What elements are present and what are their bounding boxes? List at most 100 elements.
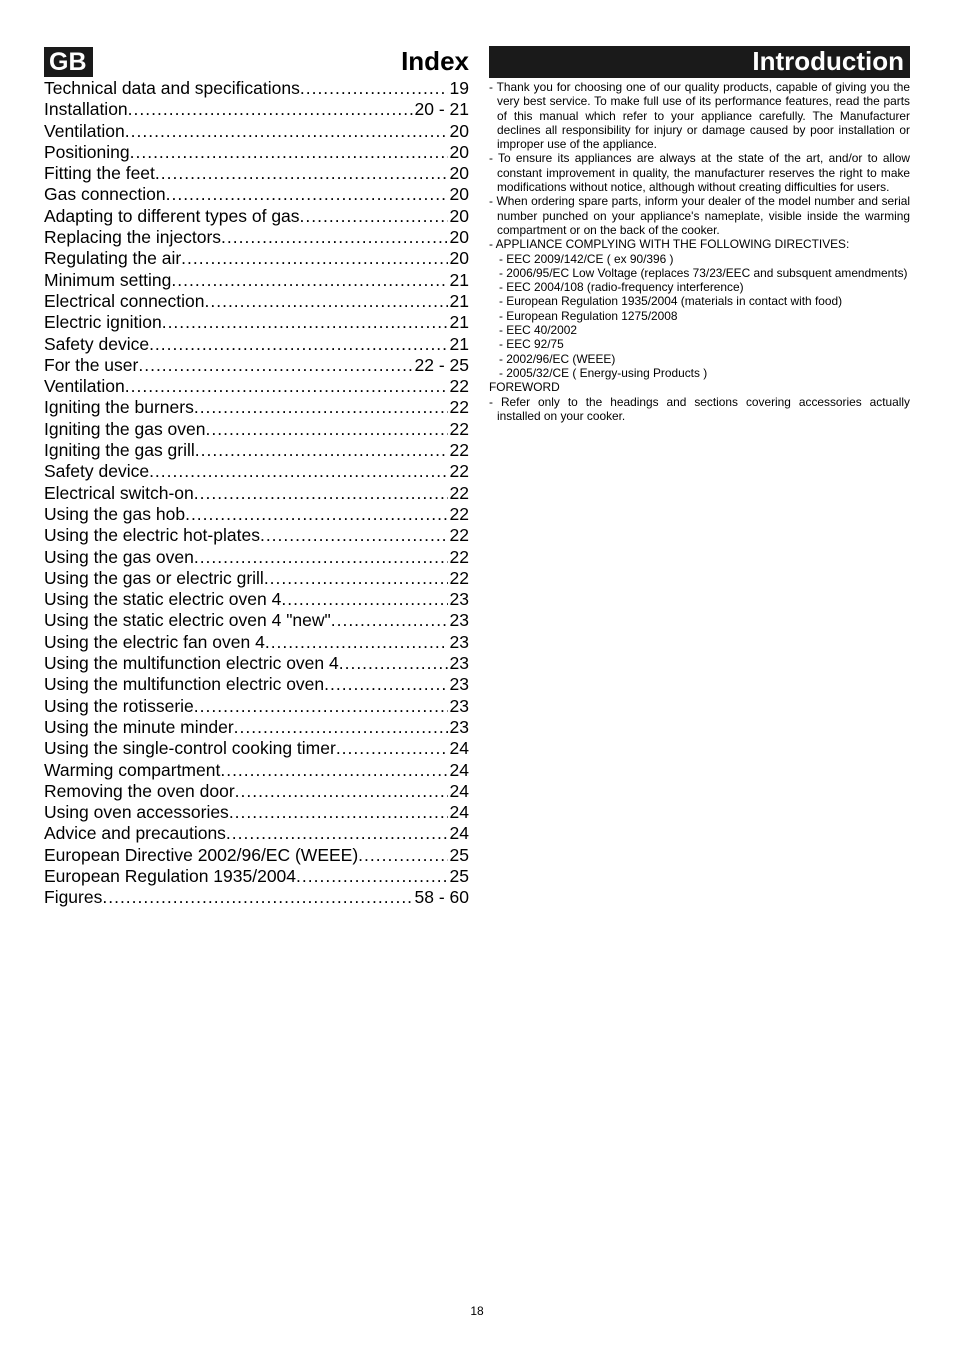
toc-row: Using the electric hot-plates 22 xyxy=(44,525,469,546)
toc-page: 23 xyxy=(448,696,469,717)
directive-item: - EEC 40/2002 xyxy=(489,323,910,337)
toc-row: Using the multifunction electric oven 42… xyxy=(44,653,469,674)
toc-label: Electrical switch-on xyxy=(44,483,194,504)
toc-label: Using the gas or electric grill xyxy=(44,568,264,589)
toc-page: 21 xyxy=(448,312,469,333)
toc-page: 20 xyxy=(448,121,469,142)
toc-row: Ventilation 20 xyxy=(44,121,469,142)
toc-label: Ventilation xyxy=(44,376,125,397)
toc-label: Safety device xyxy=(44,461,149,482)
toc-dots xyxy=(339,653,448,674)
toc-label: Figures xyxy=(44,887,102,908)
toc-page: 23 xyxy=(448,632,469,653)
toc-page: 22 - 25 xyxy=(413,355,469,376)
toc-row: Igniting the gas grill 22 xyxy=(44,440,469,461)
intro-para-3: - When ordering spare parts, inform your… xyxy=(489,194,910,237)
directive-item: - EEC 2004/108 (radio-frequency interfer… xyxy=(489,280,910,294)
toc-dots xyxy=(102,887,412,908)
toc-page: 23 xyxy=(448,610,469,631)
toc-row: Electrical switch-on 22 xyxy=(44,483,469,504)
toc-row: Using the single-control cooking timer24 xyxy=(44,738,469,759)
left-column: GB Index Technical data and specificatio… xyxy=(44,46,469,909)
toc-label: Electric ignition xyxy=(44,312,162,333)
directive-item: - 2002/96/EC (WEEE) xyxy=(489,352,910,366)
toc-row: European Regulation 1935/2004 25 xyxy=(44,866,469,887)
toc-dots xyxy=(155,163,448,184)
page-number: 18 xyxy=(0,1304,954,1318)
foreword-para: - Refer only to the headings and section… xyxy=(489,395,910,424)
gb-chip: GB xyxy=(44,47,93,77)
toc-dots xyxy=(194,483,448,504)
toc-label: Safety device xyxy=(44,334,149,355)
toc-page: 21 xyxy=(448,291,469,312)
toc-label: Minimum setting xyxy=(44,270,171,291)
toc-label: Igniting the gas grill xyxy=(44,440,195,461)
toc-row: Using the multifunction electric oven23 xyxy=(44,674,469,695)
toc-dots xyxy=(166,184,448,205)
toc-page: 24 xyxy=(448,738,469,759)
toc-page: 58 - 60 xyxy=(413,887,469,908)
introduction-title: Introduction xyxy=(489,46,910,78)
toc-label: Technical data and specifications xyxy=(44,78,300,99)
toc-label: Using the gas oven xyxy=(44,547,194,568)
toc-dots xyxy=(226,823,448,844)
toc-page: 24 xyxy=(448,802,469,823)
toc-row: Gas connection20 xyxy=(44,184,469,205)
toc-dots xyxy=(300,78,448,99)
toc-label: Using the multifunction electric oven xyxy=(44,674,324,695)
toc-page: 22 xyxy=(448,397,469,418)
toc-page: 20 xyxy=(448,227,469,248)
toc-row: Using the electric fan oven 423 xyxy=(44,632,469,653)
right-column: Introduction - Thank you for choosing on… xyxy=(489,46,910,909)
toc-label: Positioning xyxy=(44,142,130,163)
toc-dots xyxy=(171,270,447,291)
toc-row: Advice and precautions24 xyxy=(44,823,469,844)
toc-row: Replacing the injectors20 xyxy=(44,227,469,248)
toc-row: Using the minute minder23 xyxy=(44,717,469,738)
toc-dots xyxy=(265,632,448,653)
toc-label: Using the electric hot-plates xyxy=(44,525,260,546)
toc-page: 25 xyxy=(448,866,469,887)
intro-para-1: - Thank you for choosing one of our qual… xyxy=(489,80,910,151)
toc-label: European Directive 2002/96/EC (WEEE) xyxy=(44,845,358,866)
toc-dots xyxy=(358,845,447,866)
toc-dots xyxy=(181,248,447,269)
toc-label: Ventilation xyxy=(44,121,125,142)
toc-row: Adapting to different types of gas20 xyxy=(44,206,469,227)
toc-row: Using the rotisserie23 xyxy=(44,696,469,717)
toc-dots xyxy=(138,355,412,376)
directive-item: - 2005/32/CE ( Energy-using Products ) xyxy=(489,366,910,380)
toc-label: Advice and precautions xyxy=(44,823,226,844)
toc-dots xyxy=(296,866,448,887)
introduction-body: - Thank you for choosing one of our qual… xyxy=(489,80,910,423)
toc-dots xyxy=(331,610,448,631)
toc-dots xyxy=(234,717,448,738)
toc-row: Warming compartment24 xyxy=(44,760,469,781)
toc-page: 22 xyxy=(448,525,469,546)
toc-dots xyxy=(220,760,447,781)
toc-page: 21 xyxy=(448,270,469,291)
toc-label: Fitting the feet xyxy=(44,163,155,184)
toc-label: European Regulation 1935/2004 xyxy=(44,866,296,887)
toc-page: 22 xyxy=(448,440,469,461)
toc-page: 22 xyxy=(448,504,469,525)
toc-page: 22 xyxy=(448,483,469,504)
toc-page: 24 xyxy=(448,760,469,781)
toc-row: Safety device21 xyxy=(44,334,469,355)
toc-row: Ventilation22 xyxy=(44,376,469,397)
table-of-contents: Technical data and specifications19Insta… xyxy=(44,78,469,909)
toc-label: Using the static electric oven 4 "new" xyxy=(44,610,331,631)
toc-page: 20 xyxy=(448,142,469,163)
toc-page: 22 xyxy=(448,547,469,568)
toc-row: Using the gas oven 22 xyxy=(44,547,469,568)
toc-dots xyxy=(162,312,448,333)
toc-dots xyxy=(281,589,447,610)
toc-row: Regulating the air20 xyxy=(44,248,469,269)
toc-page: 19 xyxy=(448,78,469,99)
toc-label: Using the static electric oven 4 xyxy=(44,589,281,610)
toc-dots xyxy=(324,674,447,695)
toc-label: Removing the oven door xyxy=(44,781,235,802)
toc-dots xyxy=(194,696,448,717)
toc-label: Gas connection xyxy=(44,184,166,205)
toc-page: 20 xyxy=(448,206,469,227)
